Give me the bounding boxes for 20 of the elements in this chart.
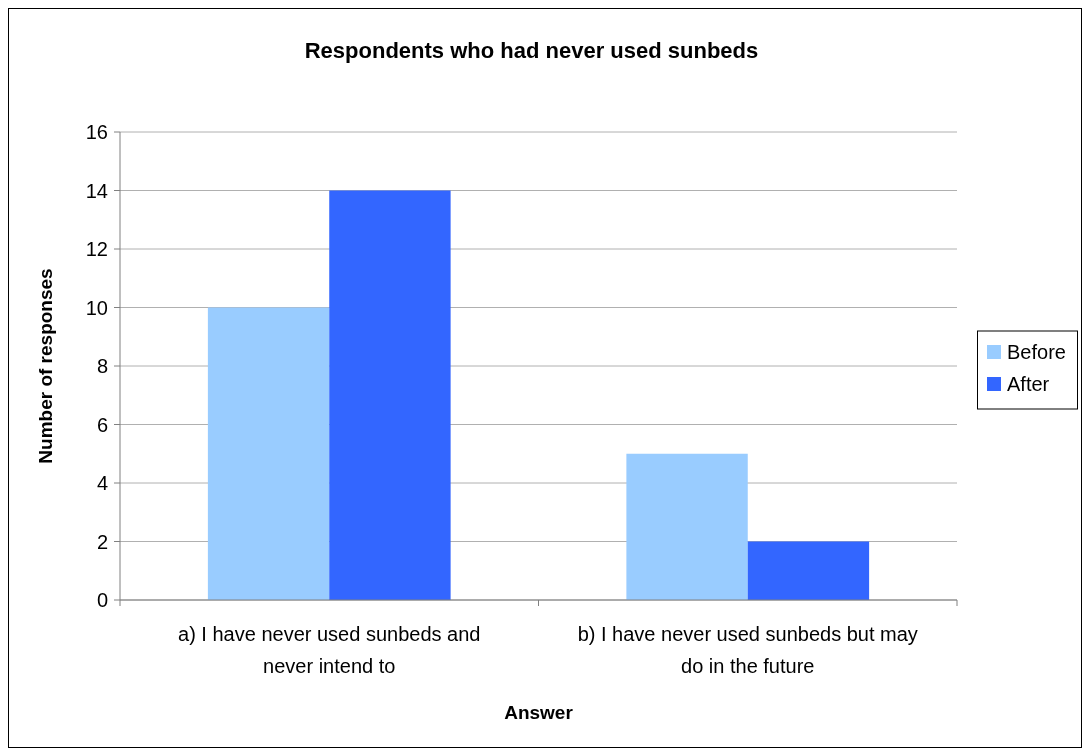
y-tick-label: 4	[96, 472, 108, 494]
x-tick-label: a) I have never used sunbeds and never intend to	[178, 623, 481, 677]
y-tick-label: 14	[85, 179, 108, 202]
chart-title: Respondents who had never used sunbeds	[304, 38, 759, 63]
bar	[626, 453, 748, 600]
y-tick-label: 2	[96, 530, 108, 553]
y-tick-label: 10	[85, 296, 108, 319]
y-tick-label: 8	[96, 355, 108, 377]
bar	[329, 190, 451, 600]
y-tick-label: 16	[85, 121, 108, 143]
x-tick-label: b) I have never used sunbeds but may do in the future	[577, 623, 918, 677]
legend-label: Before	[1007, 341, 1066, 363]
bar	[207, 307, 330, 600]
y-tick-label: 6	[96, 413, 108, 436]
legend-label: After	[1007, 373, 1050, 395]
y-axis-title: Number of responses	[35, 268, 56, 464]
x-axis-title: Answer	[504, 702, 574, 723]
bar	[747, 541, 870, 600]
y-tick-label: 12	[85, 238, 108, 260]
y-tick-label: 0	[96, 589, 108, 611]
